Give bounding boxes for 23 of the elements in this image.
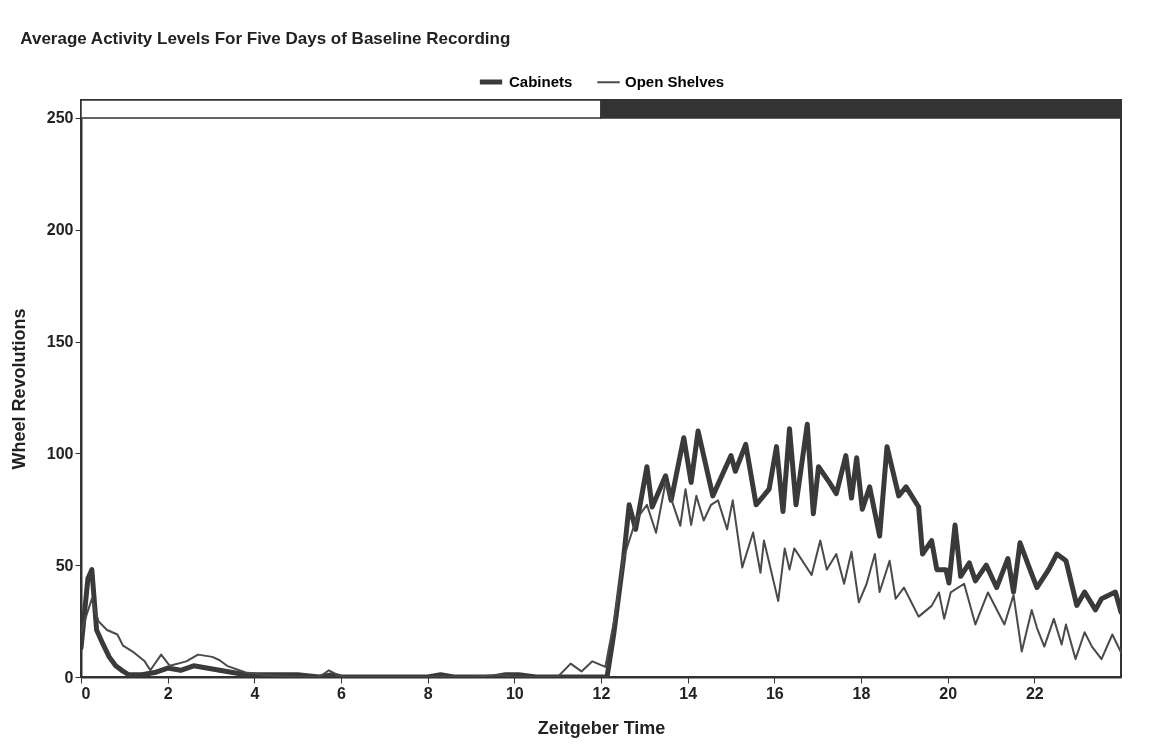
x-axis-title: Zeitgeber Time (537, 717, 666, 738)
chart-title: Average Activity Levels For Five Days of Baseline Recording (20, 29, 511, 48)
y-tick-label: 250 (46, 109, 74, 127)
legend-label: Open Shelves (625, 73, 725, 91)
x-tick-label: 14 (679, 684, 698, 702)
y-tick-label: 100 (46, 444, 74, 462)
x-tick-label: 0 (81, 684, 91, 702)
legend-label: Cabinets (509, 73, 573, 90)
x-tick-label: 22 (1025, 684, 1044, 702)
x-tick-label: 2 (163, 684, 173, 702)
x-tick-label: 6 (337, 684, 347, 702)
x-tick-label: 8 (423, 684, 433, 702)
x-tick-label: 20 (939, 684, 958, 702)
x-tick-label: 12 (592, 684, 611, 702)
x-tick-label: 10 (505, 684, 524, 702)
y-tick-label: 150 (46, 333, 74, 351)
x-tick-label: 4 (250, 684, 260, 702)
y-tick-label: 0 (64, 668, 74, 686)
y-axis-title: Wheel Revolutions (8, 308, 29, 470)
x-tick-label: 16 (765, 684, 784, 702)
y-tick-label: 50 (55, 556, 74, 574)
x-tick-label: 18 (852, 684, 871, 702)
y-tick-label: 200 (46, 221, 74, 239)
